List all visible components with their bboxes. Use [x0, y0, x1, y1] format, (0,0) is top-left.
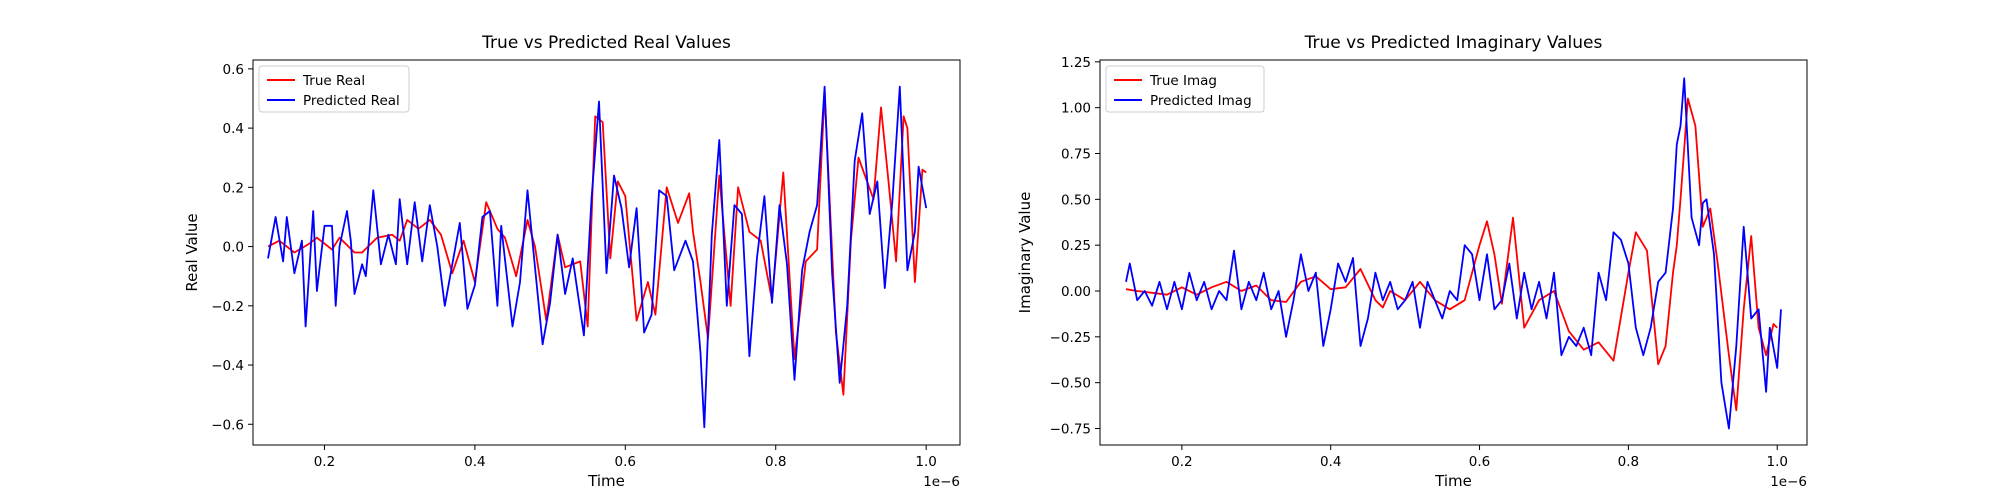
x-axis-label: Time: [1434, 472, 1472, 490]
y-axis-label: Imaginary Value: [1016, 192, 1034, 314]
y-tick-label: 0.00: [1061, 284, 1091, 300]
chart-title: True vs Predicted Imaginary Values: [1304, 33, 1603, 53]
y-tick-label: −0.50: [1050, 376, 1091, 392]
x-tick-label: 0.8: [1618, 454, 1639, 470]
axis-ticks: 0.2 0.4 0.6 0.8 1.0 −0.75 −0.50 −0.25 0.00 0.25 0.…: [1050, 55, 1788, 470]
x-tick-label: 1.0: [915, 454, 936, 470]
series-line-predicted-real: [267, 85, 928, 429]
y-tick-label: 0.6: [223, 62, 244, 78]
y-tick-label: 0.2: [223, 180, 244, 196]
series-lines: [267, 85, 928, 429]
y-tick-label: −0.25: [1050, 330, 1091, 346]
legend: True Real Predicted Real: [258, 65, 410, 113]
series-line-true-real: [267, 91, 927, 396]
y-tick-label: −0.75: [1050, 422, 1091, 438]
plot-frame: [1099, 59, 1808, 446]
y-tick-label: 1.25: [1061, 55, 1091, 71]
imaginary-values-chart: True vs Predicted Imaginary Values Time …: [1016, 33, 1808, 490]
legend-box: [258, 65, 410, 113]
series-line-true-imag: [1125, 97, 1778, 412]
y-axis-label: Real Value: [183, 213, 201, 291]
series-lines: [1125, 77, 1782, 430]
y-tick-label: −0.2: [211, 299, 244, 315]
x-tick-label: 0.2: [314, 454, 335, 470]
y-tick-label: 0.50: [1061, 192, 1091, 208]
x-tick-label: 0.8: [765, 454, 786, 470]
x-axis-offset-label: 1e−6: [1770, 474, 1807, 490]
x-tick-label: 0.6: [615, 454, 636, 470]
y-tick-label: 1.00: [1061, 101, 1091, 117]
x-tick-label: 0.2: [1171, 454, 1192, 470]
legend-label-predicted-real: Predicted Real: [303, 93, 400, 109]
real-values-chart: True vs Predicted Real Values Time Real …: [183, 33, 961, 490]
axis-ticks: 0.2 0.4 0.6 0.8 1.0 −0.6 −0.4 −0.2 0.0 0.2 0.4 0.6: [211, 62, 937, 470]
x-tick-label: 0.4: [1320, 454, 1341, 470]
y-tick-label: −0.4: [211, 358, 244, 374]
plot-frame: [252, 59, 961, 446]
x-tick-label: 1.0: [1766, 454, 1787, 470]
legend-label-true-imag: True Imag: [1149, 73, 1217, 89]
legend-label-true-real: True Real: [302, 73, 365, 89]
x-axis-offset-label: 1e−6: [923, 474, 960, 490]
x-axis-label: Time: [587, 472, 625, 490]
series-line-predicted-imag: [1125, 77, 1782, 430]
x-tick-label: 0.4: [464, 454, 485, 470]
legend: True Imag Predicted Imag: [1105, 65, 1265, 113]
chart-title: True vs Predicted Real Values: [481, 33, 731, 53]
y-tick-label: 0.4: [223, 121, 244, 137]
y-tick-label: −0.6: [211, 417, 244, 433]
legend-label-predicted-imag: Predicted Imag: [1150, 93, 1252, 109]
x-tick-label: 0.6: [1469, 454, 1490, 470]
y-tick-label: 0.25: [1061, 238, 1091, 254]
legend-box: [1105, 65, 1265, 113]
y-tick-label: 0.0: [223, 240, 244, 256]
y-tick-label: 0.75: [1061, 147, 1091, 163]
